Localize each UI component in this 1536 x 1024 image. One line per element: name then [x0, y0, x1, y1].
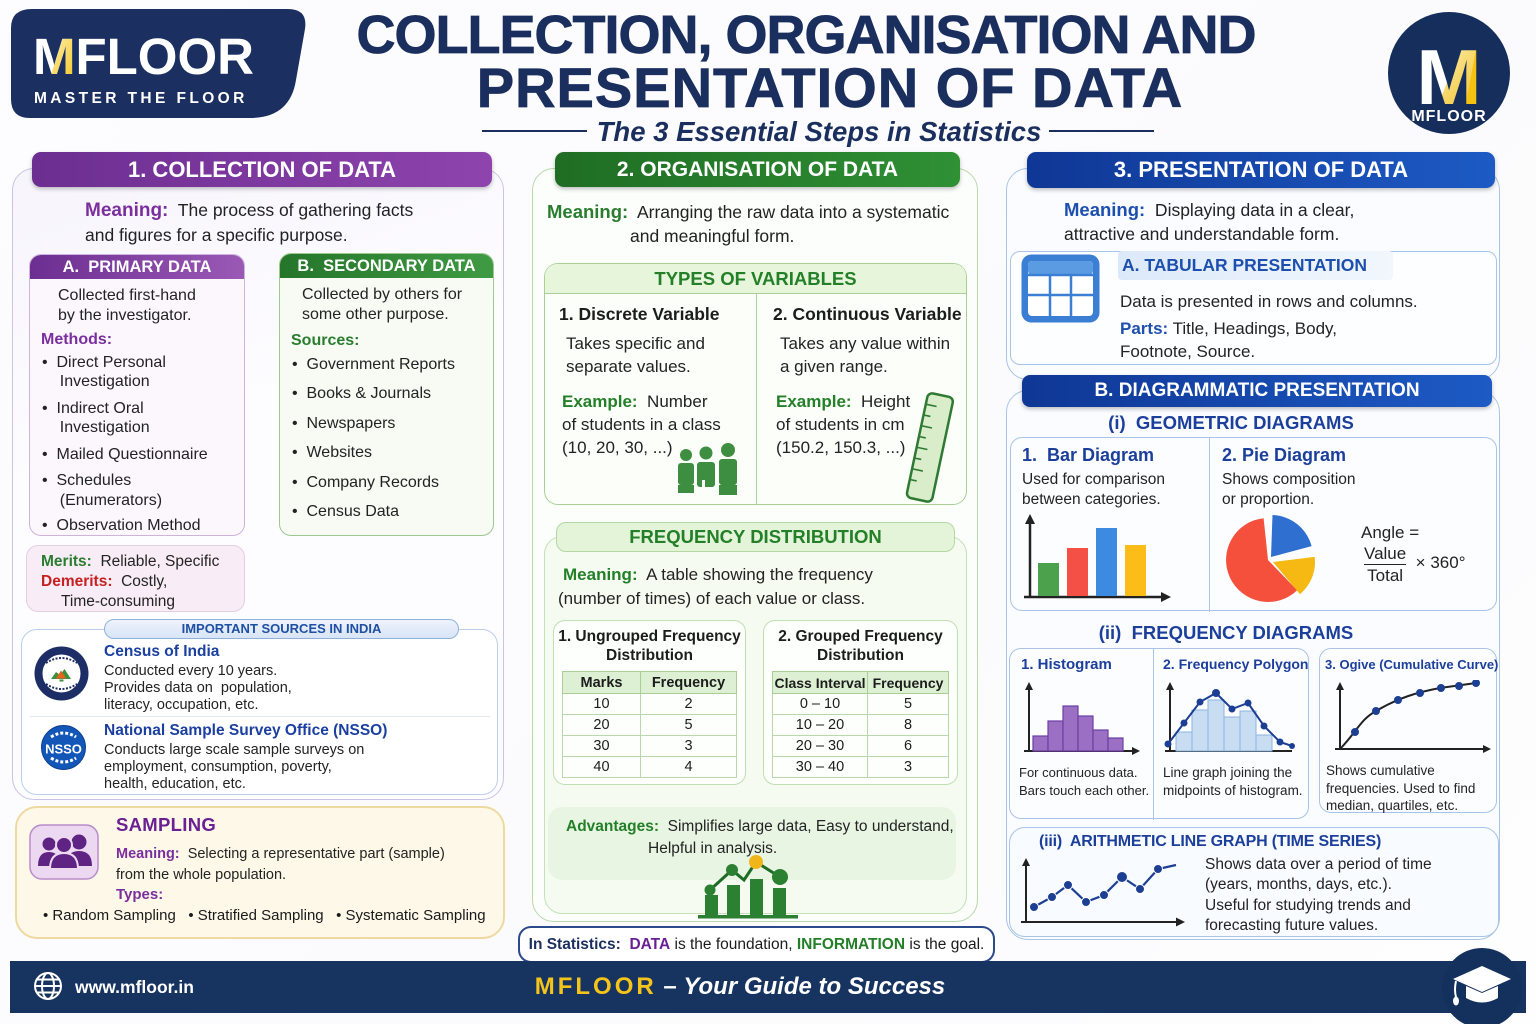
svg-text:MFLOOR: MFLOOR — [1411, 108, 1486, 125]
svg-text:NSSO: NSSO — [45, 742, 82, 757]
svg-text:MASTER THE FLOOR: MASTER THE FLOOR — [34, 90, 248, 107]
